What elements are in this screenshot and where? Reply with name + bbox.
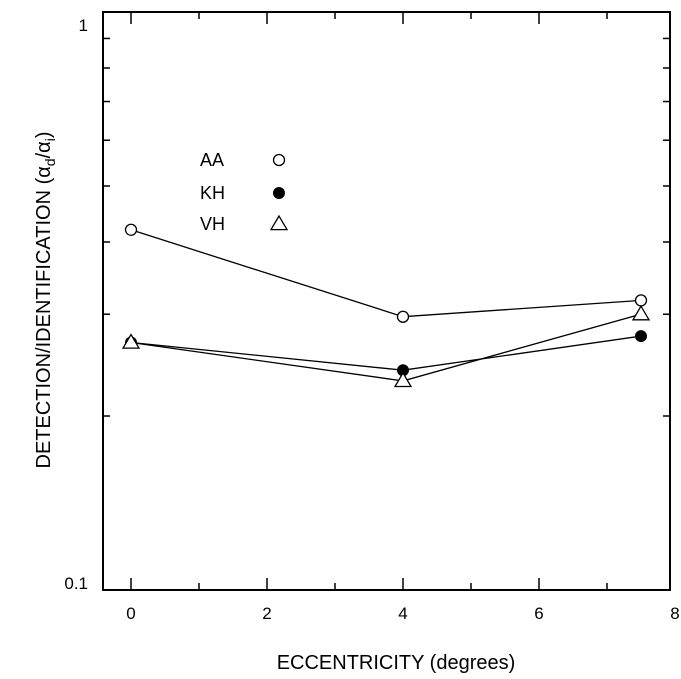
plot-frame [102, 11, 671, 591]
y-axis-title-sub-i: i [42, 138, 58, 141]
legend-label-aa: AA [200, 150, 224, 170]
x-tick-label-6: 6 [534, 604, 543, 623]
y-axis-title-close: ) [33, 131, 55, 138]
data-point-aa [634, 294, 648, 307]
legend-marker-kh [273, 187, 285, 199]
y-axis-title-slash: / [33, 152, 55, 158]
data-point-kh [635, 330, 647, 343]
y-tick-label-1: 1 [79, 16, 88, 35]
legend-marker-aa [272, 153, 286, 167]
y-axis-title-sub-d: d [42, 158, 58, 166]
data-point-vh [631, 304, 651, 321]
y-axis-title-alpha-i: α [33, 141, 55, 153]
data-point-aa [124, 223, 138, 236]
legend-label-vh: VH [200, 214, 225, 234]
x-tick-label-2: 2 [262, 604, 271, 623]
series-line-aa [130, 229, 642, 318]
y-axis-title-main: DETECTION/IDENTIFICATION ( [33, 177, 55, 468]
data-point-aa [396, 310, 410, 323]
x-tick-label-4: 4 [398, 604, 407, 623]
x-axis-title: ECCENTRICITY (degrees) [277, 652, 516, 674]
y-axis-title-alpha-d: α [33, 166, 55, 178]
legend-label-kh: KH [200, 183, 225, 203]
legend-marker-vh [269, 214, 289, 231]
data-point-vh [393, 371, 413, 388]
x-tick-label-0: 0 [126, 604, 135, 623]
data-point-vh [121, 333, 141, 349]
x-tick-label-8: 8 [670, 604, 679, 623]
y-tick-label-0-1: 0.1 [64, 574, 88, 593]
y-axis-title: DETECTION/IDENTIFICATION (αd/αi) [33, 131, 58, 468]
